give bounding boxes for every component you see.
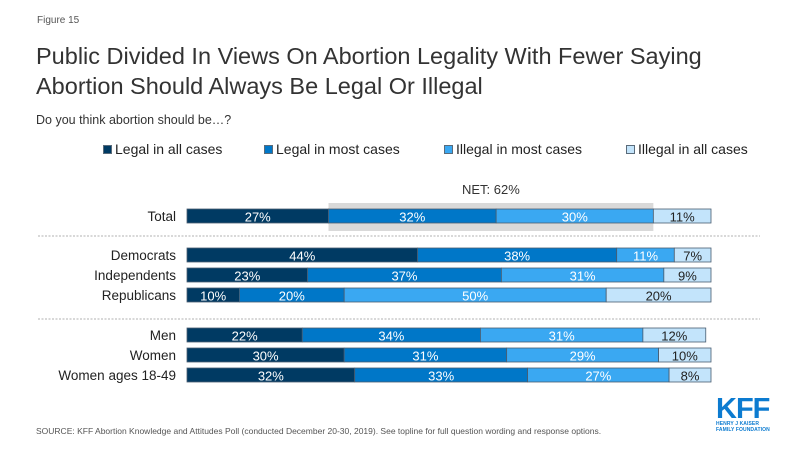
bar-segment xyxy=(658,347,712,363)
logo-subtitle-2: FAMILY FOUNDATION xyxy=(716,426,770,433)
bar-segment xyxy=(642,327,707,343)
data-label: 33% xyxy=(428,369,454,384)
data-label: 11% xyxy=(633,249,658,264)
data-label: 31% xyxy=(549,329,575,344)
data-label: 20% xyxy=(279,289,305,304)
data-label: 10% xyxy=(200,289,226,304)
chart-legend: Legal in all cases Legal in most cases I… xyxy=(0,141,800,159)
data-label: 38% xyxy=(504,249,530,264)
data-label: 8% xyxy=(681,369,700,384)
legend-item-illegal-most: Illegal in most cases xyxy=(444,141,582,157)
data-label: 30% xyxy=(562,210,588,225)
legend-label: Legal in most cases xyxy=(276,141,400,157)
category-label: Women ages 18-49 xyxy=(58,368,176,383)
legend-swatch-legal-all xyxy=(103,144,112,154)
legend-item-legal-most: Legal in most cases xyxy=(264,141,400,157)
chart-title-line-1: Public Divided In Views On Abortion Lega… xyxy=(36,43,702,69)
data-label: 44% xyxy=(289,249,315,264)
data-label: 34% xyxy=(378,329,404,344)
data-label: 31% xyxy=(570,269,596,284)
chart-subtitle: Do you think abortion should be…? xyxy=(36,113,232,127)
category-label: Independents xyxy=(94,268,176,283)
bar-segment xyxy=(605,287,712,303)
data-label: 22% xyxy=(232,329,258,344)
data-label: 11% xyxy=(670,210,695,225)
data-label: 23% xyxy=(234,269,260,284)
data-label: 37% xyxy=(391,269,417,284)
bar-segment xyxy=(668,367,712,383)
data-label: 50% xyxy=(462,289,488,304)
data-label: 7% xyxy=(683,249,702,264)
category-label: Men xyxy=(150,328,176,343)
data-label: 32% xyxy=(258,369,284,384)
source-note: SOURCE: KFF Abortion Knowledge and Attit… xyxy=(36,426,602,436)
legend-item-illegal-all: Illegal in all cases xyxy=(626,141,748,157)
chart-title: Public Divided In Views On Abortion Lega… xyxy=(36,41,776,101)
data-label: 32% xyxy=(399,210,425,225)
bar-segment xyxy=(673,247,712,263)
data-label: 20% xyxy=(646,289,672,304)
data-label: 27% xyxy=(245,210,271,225)
data-label: 31% xyxy=(412,349,438,364)
legend-label: Legal in all cases xyxy=(115,141,223,157)
data-label: 30% xyxy=(253,349,279,364)
legend-item-legal-all: Legal in all cases xyxy=(103,141,222,157)
logo-mark: KFF xyxy=(716,393,770,425)
kff-logo: KFF HENRY J KAISER FAMILY FOUNDATION xyxy=(716,393,776,433)
data-label: 12% xyxy=(661,329,687,344)
legend-swatch-legal-most xyxy=(264,144,273,154)
legend-swatch-illegal-most xyxy=(444,144,453,154)
figure-label: Figure 15 xyxy=(37,15,80,26)
legend-swatch-illegal-all xyxy=(626,144,635,154)
category-label: Republicans xyxy=(102,288,177,303)
legend-label: Illegal in all cases xyxy=(638,141,748,157)
data-label: 9% xyxy=(678,269,697,284)
chart-title-line-2: Abortion Should Always Be Legal Or Illeg… xyxy=(36,73,483,99)
net-annotation-label: NET: 62% xyxy=(462,182,520,197)
legend-label: Illegal in most cases xyxy=(456,141,583,157)
category-label: Democrats xyxy=(111,248,177,263)
data-label: 29% xyxy=(570,349,596,364)
category-label: Total xyxy=(147,209,176,224)
data-label: 27% xyxy=(585,369,611,384)
category-label: Women xyxy=(130,348,176,363)
logo-subtitle-1: HENRY J KAISER xyxy=(716,421,760,427)
bar-segment xyxy=(663,267,712,283)
bar-segment xyxy=(652,208,712,224)
data-label: 10% xyxy=(672,349,698,364)
